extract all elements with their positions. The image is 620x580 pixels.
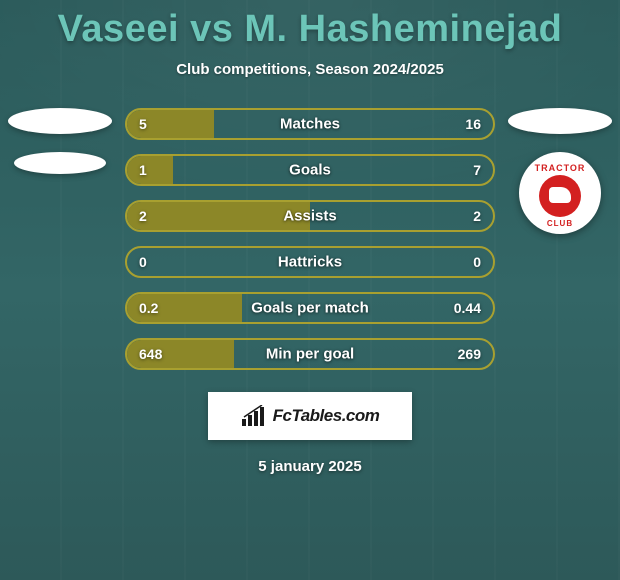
stat-left-value: 5 [139, 116, 147, 132]
stat-right-value: 2 [473, 208, 481, 224]
right-club-badge: TRACTOR CLUB [519, 152, 601, 234]
stat-bars: 5 16 Matches 1 7 Goals 2 2 Assists 0 0 Hattricks 0.2… [125, 108, 495, 370]
stat-label: Goals per match [251, 300, 369, 317]
brand-box[interactable]: FcTables.com [208, 392, 412, 440]
stat-bar: 648 269 Min per goal [125, 338, 495, 370]
stat-bar: 0 0 Hattricks [125, 246, 495, 278]
season-subtitle: Club competitions, Season 2024/2025 [176, 61, 444, 78]
left-player-column [5, 108, 115, 174]
stat-label: Matches [280, 116, 340, 133]
stat-bar: 5 16 Matches [125, 108, 495, 140]
brand-text: FcTables.com [273, 406, 380, 426]
stat-bar-fill [127, 156, 173, 184]
stat-left-value: 2 [139, 208, 147, 224]
stat-right-value: 7 [473, 162, 481, 178]
stat-bar: 1 7 Goals [125, 154, 495, 186]
comparison-title: Vaseei vs M. Hasheminejad [58, 8, 563, 51]
comparison-content: 5 16 Matches 1 7 Goals 2 2 Assists 0 0 Hattricks 0.2… [0, 108, 620, 370]
stat-right-value: 0.44 [454, 300, 481, 316]
snapshot-date: 5 january 2025 [258, 458, 361, 475]
left-player-avatar-placeholder [8, 108, 112, 134]
stat-label: Assists [283, 208, 336, 225]
right-player-avatar-placeholder [508, 108, 612, 134]
stat-left-value: 1 [139, 162, 147, 178]
stat-label: Goals [289, 162, 331, 179]
stat-bar: 2 2 Assists [125, 200, 495, 232]
stat-right-value: 0 [473, 254, 481, 270]
stat-label: Min per goal [266, 346, 354, 363]
club-badge-bottom-text: CLUB [547, 219, 573, 228]
stat-right-value: 16 [465, 116, 481, 132]
stat-left-value: 0.2 [139, 300, 158, 316]
left-club-badge-placeholder [14, 152, 106, 174]
stat-right-value: 269 [458, 346, 481, 362]
stat-left-value: 648 [139, 346, 162, 362]
club-badge-emblem [539, 175, 581, 217]
right-player-column: TRACTOR CLUB [505, 108, 615, 234]
brand-chart-icon [241, 405, 267, 427]
club-badge-top-text: TRACTOR [535, 163, 586, 173]
stat-left-value: 0 [139, 254, 147, 270]
stat-label: Hattricks [278, 254, 342, 271]
stat-bar: 0.2 0.44 Goals per match [125, 292, 495, 324]
